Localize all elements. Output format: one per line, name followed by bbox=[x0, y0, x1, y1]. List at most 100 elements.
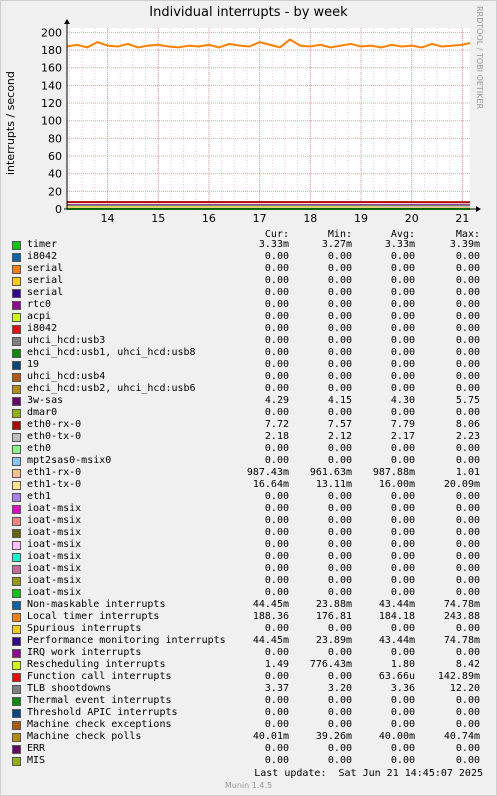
legend-swatch bbox=[12, 289, 21, 298]
legend-label: Non-maskable interrupts bbox=[27, 599, 166, 610]
legend-min: 0.00 bbox=[327, 323, 352, 334]
legend-swatch bbox=[12, 529, 21, 538]
legend-label: ioat-msix bbox=[27, 551, 82, 562]
legend-row: 3w-sas 4.29 4.15 4.30 5.75 bbox=[0, 395, 497, 407]
legend-max: 0.00 bbox=[455, 587, 480, 598]
legend-avg: 0.00 bbox=[390, 719, 415, 730]
legend-min: 4.15 bbox=[327, 395, 352, 406]
x-tick-label: 20 bbox=[405, 212, 419, 225]
legend-max: 0.00 bbox=[455, 707, 480, 718]
legend-cur: 0.00 bbox=[264, 323, 289, 334]
legend-max: 0.00 bbox=[455, 347, 480, 358]
legend-avg: 2.17 bbox=[390, 431, 415, 442]
col-min-header: Min: bbox=[327, 229, 352, 240]
legend-min: 0.00 bbox=[327, 359, 352, 370]
legend-swatch bbox=[12, 469, 21, 478]
legend-max: 8.06 bbox=[455, 419, 480, 430]
legend-label: ioat-msix bbox=[27, 587, 82, 598]
legend-avg: 0.00 bbox=[390, 743, 415, 754]
legend-min: 0.00 bbox=[327, 503, 352, 514]
x-tick-label: 17 bbox=[253, 212, 267, 225]
legend-swatch bbox=[12, 373, 21, 382]
legend-cur: 0.00 bbox=[264, 371, 289, 382]
legend-cur: 987.43m bbox=[246, 467, 289, 478]
legend-min: 23.88m bbox=[315, 599, 352, 610]
legend-cur: 0.00 bbox=[264, 275, 289, 286]
legend-min: 776.43m bbox=[309, 659, 352, 670]
legend-label: uhci_hcd:usb4 bbox=[27, 371, 106, 382]
legend-swatch bbox=[12, 565, 21, 574]
legend-cur: 0.00 bbox=[264, 755, 289, 766]
legend-min: 3.20 bbox=[327, 683, 352, 694]
col-cur-header: Cur: bbox=[264, 229, 289, 240]
legend-label: eth1-rx-0 bbox=[27, 467, 82, 478]
legend-avg: 0.00 bbox=[390, 443, 415, 454]
legend-row: uhci_hcd:usb4 0.00 0.00 0.00 0.00 bbox=[0, 371, 497, 383]
legend-min: 23.89m bbox=[315, 635, 352, 646]
legend-label: dmar0 bbox=[27, 407, 58, 418]
legend-label: eth1-tx-0 bbox=[27, 479, 82, 490]
legend-row: eth0-tx-0 2.18 2.12 2.17 2.23 bbox=[0, 431, 497, 443]
legend-label: ioat-msix bbox=[27, 575, 82, 586]
x-tick-label: 14 bbox=[101, 212, 115, 225]
legend-cur: 0.00 bbox=[264, 551, 289, 562]
x-axis-arrow bbox=[476, 206, 481, 212]
legend-label: Local timer interrupts bbox=[27, 611, 160, 622]
legend-min: 0.00 bbox=[327, 563, 352, 574]
legend-max: 1.01 bbox=[455, 467, 480, 478]
legend-row: rtc0 0.00 0.00 0.00 0.00 bbox=[0, 299, 497, 311]
legend-label: eth0-tx-0 bbox=[27, 431, 82, 442]
legend-avg: 0.00 bbox=[390, 755, 415, 766]
legend-min: 3.27m bbox=[321, 239, 352, 250]
col-avg-header: Avg: bbox=[390, 229, 415, 240]
y-tick-label: 160 bbox=[41, 62, 62, 75]
munin-version: Munin 1.4.5 bbox=[224, 781, 273, 790]
legend-max: 0.00 bbox=[455, 755, 480, 766]
legend-max: 0.00 bbox=[455, 503, 480, 514]
legend-avg: 0.00 bbox=[390, 575, 415, 586]
legend-cur: 0.00 bbox=[264, 455, 289, 466]
legend-avg: 0.00 bbox=[390, 551, 415, 562]
legend-row: Spurious interrupts 0.00 0.00 0.00 0.00 bbox=[0, 623, 497, 635]
legend-label: ioat-msix bbox=[27, 515, 82, 526]
legend-cur: 0.00 bbox=[264, 383, 289, 394]
legend-swatch bbox=[12, 433, 21, 442]
legend-swatch bbox=[12, 721, 21, 730]
legend-avg: 40.00m bbox=[378, 731, 415, 742]
legend-cur: 0.00 bbox=[264, 527, 289, 538]
legend-max: 0.00 bbox=[455, 275, 480, 286]
y-tick-label: 0 bbox=[55, 203, 62, 216]
legend-avg: 0.00 bbox=[390, 563, 415, 574]
legend-cur: 0.00 bbox=[264, 347, 289, 358]
y-tick-label: 40 bbox=[48, 168, 62, 181]
legend-max: 8.42 bbox=[455, 659, 480, 670]
legend-avg: 0.00 bbox=[390, 251, 415, 262]
legend-avg: 0.00 bbox=[390, 287, 415, 298]
legend-cur: 0.00 bbox=[264, 443, 289, 454]
x-tick-label: 16 bbox=[202, 212, 216, 225]
legend-cur: 0.00 bbox=[264, 575, 289, 586]
legend-avg: 0.00 bbox=[390, 407, 415, 418]
legend-swatch bbox=[12, 241, 21, 250]
legend-cur: 188.36 bbox=[252, 611, 289, 622]
legend-cur: 4.29 bbox=[264, 395, 289, 406]
legend-avg: 43.44m bbox=[378, 635, 415, 646]
legend-row: ioat-msix 0.00 0.00 0.00 0.00 bbox=[0, 503, 497, 515]
legend-min: 7.57 bbox=[327, 419, 352, 430]
y-tick-label: 80 bbox=[48, 132, 62, 145]
legend-row: Performance monitoring interrupts 44.45m 2… bbox=[0, 635, 497, 647]
legend-min: 0.00 bbox=[327, 647, 352, 658]
legend-max: 0.00 bbox=[455, 407, 480, 418]
legend-row: i8042 0.00 0.00 0.00 0.00 bbox=[0, 251, 497, 263]
legend-max: 0.00 bbox=[455, 623, 480, 634]
legend-header: Cur: Min: Avg: Max: bbox=[0, 229, 497, 241]
legend-max: 40.74m bbox=[443, 731, 480, 742]
legend-avg: 0.00 bbox=[390, 491, 415, 502]
legend-min: 0.00 bbox=[327, 755, 352, 766]
legend-max: 0.00 bbox=[455, 263, 480, 274]
legend-avg: 0.00 bbox=[390, 299, 415, 310]
legend-row: ioat-msix 0.00 0.00 0.00 0.00 bbox=[0, 563, 497, 575]
legend-avg: 0.00 bbox=[390, 311, 415, 322]
legend-cur: 0.00 bbox=[264, 335, 289, 346]
legend-label: ioat-msix bbox=[27, 539, 82, 550]
